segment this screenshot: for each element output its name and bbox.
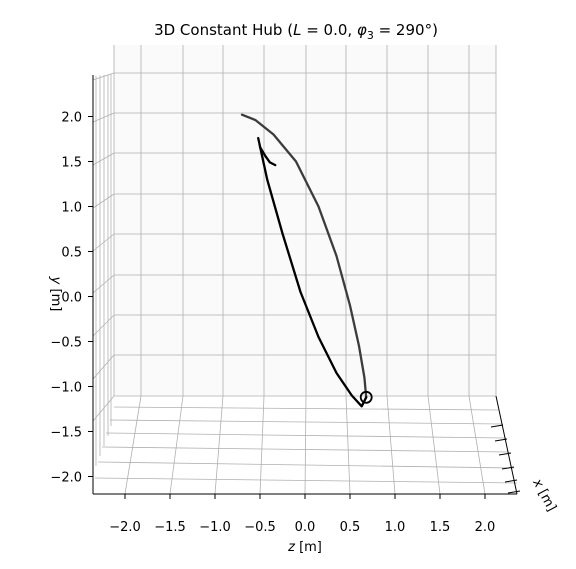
- series-line-3: [258, 145, 277, 167]
- x-tick-label: 2.0: [475, 520, 496, 535]
- floor-grid-line: [259, 395, 265, 495]
- x-tick-label: −1.0: [199, 520, 231, 535]
- floor-grid-line: [169, 395, 184, 495]
- y-tick-label: 2.0: [61, 111, 82, 126]
- chart-title: 3D Constant Hub (L = 0.0, φ3 = 290°): [154, 21, 438, 42]
- left-pane-grid-line: [92, 193, 115, 209]
- grid-layer: [92, 45, 518, 495]
- floor-depth-line: [113, 406, 499, 411]
- left-pane-grid-line: [92, 233, 115, 252]
- y-axis-label-unit: [m]: [48, 284, 63, 311]
- z-tick-mark: [498, 452, 512, 456]
- left-pane-grid-line: [92, 395, 115, 422]
- y-tick-label: 1.0: [61, 201, 82, 216]
- left-pane-grid-line: [92, 274, 115, 294]
- y-tick-label: 1.5: [61, 156, 82, 171]
- z-tick-mark: [504, 479, 518, 483]
- floor-depth-line: [94, 477, 518, 484]
- title-var-l: L: [293, 21, 301, 39]
- x-tick-label: −1.5: [154, 520, 186, 535]
- x-tick-label: −2.0: [109, 520, 141, 535]
- x-axis-label: z [m]: [287, 540, 322, 555]
- left-pane-grid-line: [92, 72, 115, 81]
- x-tick-label: 0.5: [340, 520, 361, 535]
- y-tick-label: 0.0: [61, 291, 82, 306]
- x-axis-label-unit: [m]: [295, 540, 322, 555]
- floor-grid-line: [345, 395, 351, 495]
- floor-grid-line: [214, 395, 224, 495]
- y-axis-label-var: y: [48, 276, 63, 285]
- y-tick-label: −0.5: [50, 336, 82, 351]
- floor-grid-line: [124, 395, 142, 495]
- marker-layer: [359, 390, 373, 404]
- z-axis-label-unit: [m]: [533, 483, 559, 514]
- series-line-1: [240, 113, 368, 399]
- title-prefix: 3D Constant Hub (: [154, 21, 293, 39]
- title-eq-l: = 0.0,: [301, 21, 357, 39]
- floor-depth-line: [101, 446, 511, 453]
- x-tick-label: −0.5: [244, 520, 276, 535]
- floor-grid-line: [386, 395, 396, 495]
- left-pane-grid-line: [92, 314, 115, 337]
- floor-grid-line: [427, 395, 441, 495]
- floor-depth-line: [109, 419, 503, 425]
- series-line-2: [257, 136, 368, 408]
- left-pane-grid-line: [92, 152, 115, 166]
- y-axis-label: y [m]: [48, 276, 63, 312]
- series-layer: [240, 113, 368, 408]
- z-tick-mark: [501, 466, 515, 470]
- end-point-marker: [359, 390, 373, 404]
- left-pane-grid-line: [92, 354, 115, 380]
- title-eq-phi: = 290°): [374, 21, 438, 39]
- z-tick-mark: [490, 424, 504, 428]
- y-tick-label: −2.0: [50, 471, 82, 486]
- back-pane: [114, 45, 496, 396]
- left-pane-grid-line: [92, 112, 115, 123]
- floor-grid-line: [468, 395, 486, 495]
- floor-grid-line: [304, 395, 307, 495]
- z-axis-line: [495, 395, 518, 495]
- x-axis-label-var: z: [287, 540, 296, 555]
- y-tick-label: −1.5: [50, 426, 82, 441]
- floor-depth-line: [105, 432, 507, 439]
- x-tick-label: 1.0: [385, 520, 406, 535]
- floor-depth-line: [97, 461, 515, 469]
- ticks-layer: −2.0 −1.5 −1.0 −0.5 0.0 0.5 1.0 1.5 2.0−2.0−1.5−…: [50, 111, 521, 535]
- x-tick-label: 0.0: [295, 520, 316, 535]
- y-tick-label: −1.0: [50, 381, 82, 396]
- z-tick-mark: [494, 438, 508, 442]
- z-tick-mark: [507, 490, 521, 494]
- z-axis-label: x [m]: [529, 476, 559, 515]
- x-tick-label: 1.5: [430, 520, 451, 535]
- title-var-phi: φ: [357, 21, 367, 39]
- title-var-phi-subscript: 3: [367, 29, 374, 42]
- y-tick-label: 0.5: [61, 246, 82, 261]
